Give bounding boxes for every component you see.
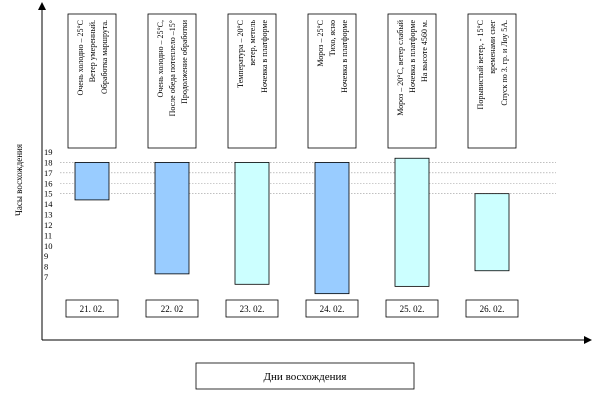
bar	[74, 162, 110, 201]
annotation-line: Ночевка в платформе	[340, 20, 349, 93]
date-box	[65, 299, 119, 318]
bar	[234, 162, 270, 285]
x-axis-title-box	[195, 362, 415, 390]
date-label: 22. 02	[161, 304, 184, 314]
x-axis-title: Дни восхождения	[264, 371, 347, 383]
annotation-line: Очень холодно – 25°С	[76, 20, 85, 96]
bar	[394, 157, 430, 287]
date-label: 23. 02.	[240, 304, 265, 314]
annotation-line: Обработка маршрута.	[100, 20, 109, 94]
y-tick-label: 7	[44, 272, 48, 282]
annotation-box	[467, 13, 517, 149]
annotation-box	[67, 13, 117, 149]
annotation-line: ветер, метель	[248, 20, 257, 66]
annotation-line: Ветер умеренный.	[88, 20, 97, 82]
y-tick-label: 14	[44, 199, 53, 209]
bar	[154, 162, 190, 275]
date-box	[145, 299, 199, 318]
date-labels: 21. 02. 22. 02 23. 02. 24. 02. 25. 02. 26. 02…	[65, 299, 519, 318]
annotation-line: После обеда потеплело –15°	[168, 20, 177, 116]
annotation-box	[387, 13, 437, 149]
annotation-line: Ночевка в платформе	[260, 20, 269, 93]
annotation-line: Продолжение обработки	[180, 19, 189, 104]
y-tick-label: 9	[44, 251, 48, 261]
y-tick-label: 18	[44, 157, 53, 167]
y-tick-label: 16	[44, 178, 53, 188]
y-tick-label: 17	[44, 168, 53, 178]
annotation-box	[227, 13, 277, 149]
date-box	[385, 299, 439, 318]
y-tick-label: 19	[44, 147, 53, 157]
annotation-line: На высоте 4560 м.	[420, 20, 429, 82]
annotation-line: Ночевка в платформе	[408, 20, 417, 93]
date-box	[305, 299, 359, 318]
date-label: 25. 02.	[400, 304, 425, 314]
annotation-line: Очень холодно – 25°С,	[156, 20, 165, 98]
date-box	[225, 299, 279, 318]
annotation-line: Тихо, ясно	[328, 20, 337, 56]
y-tick-label: 11	[44, 230, 52, 240]
date-label: 26. 02.	[480, 304, 505, 314]
annotation-line: временами снег	[488, 19, 497, 74]
gridlines	[60, 162, 556, 194]
bar	[314, 162, 350, 295]
annotation-line: Температура – 20°С	[236, 20, 245, 88]
weather-annotations: Очень холодно – 25°С Ветер умеренный. Обра…	[67, 13, 517, 149]
annotation-box	[307, 13, 357, 149]
annotation-line: Спуск по 3. гр. и Лоу 5А.	[500, 20, 509, 106]
y-axis-title: Часы восхождения	[14, 144, 24, 216]
bar	[474, 193, 510, 272]
date-label: 24. 02.	[320, 304, 345, 314]
bars	[74, 157, 510, 295]
annotation-line: Порывистый ветер, - 15°С	[476, 20, 485, 109]
date-box	[465, 299, 519, 318]
date-label: 21. 02.	[80, 304, 105, 314]
y-tick-label: 12	[44, 220, 53, 230]
y-tick-label: 13	[44, 210, 53, 220]
annotation-line: Мороз – 20°С, ветер слабый	[396, 19, 405, 115]
y-tick-label: 15	[44, 189, 53, 199]
annotation-box	[147, 13, 197, 149]
y-tick-label: 8	[44, 262, 48, 272]
annotation-line: Мороз – 25°С	[316, 20, 325, 67]
y-tick-label: 10	[44, 241, 53, 251]
